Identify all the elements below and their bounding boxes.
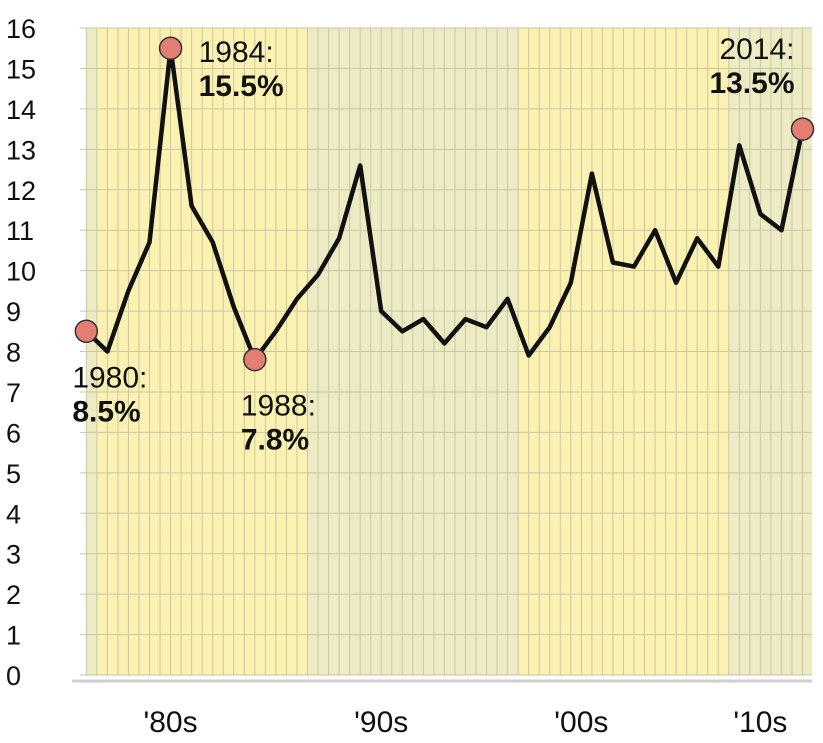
annotation-year: 1980: xyxy=(72,361,147,394)
annotation-value: 7.8% xyxy=(241,424,309,457)
y-tick-label: 10 xyxy=(6,257,36,287)
y-tick-label: 2 xyxy=(6,580,21,610)
y-tick-label: 4 xyxy=(6,499,21,529)
annotations: 1980:8.5% 1984:15.5% 1988:7.8% 2014:13.5% xyxy=(72,33,794,456)
x-tick-label: '10s xyxy=(733,706,787,739)
x-tick-label: '90s xyxy=(354,706,408,739)
y-tick-label: 3 xyxy=(6,540,21,570)
y-tick-label: 12 xyxy=(6,176,36,206)
annotation-year: 2014: xyxy=(719,33,794,66)
annotation-value: 8.5% xyxy=(72,395,140,428)
highlight-marker xyxy=(74,319,99,344)
x-axis: '80s '90s '00s '10s xyxy=(144,706,788,739)
annotation-year: 1988: xyxy=(241,390,316,423)
y-tick-label: 8 xyxy=(6,338,21,368)
y-tick-label: 1 xyxy=(6,621,21,651)
y-tick-label: 7 xyxy=(6,378,21,408)
annotation-year: 1984: xyxy=(199,36,274,69)
highlight-marker xyxy=(790,117,815,141)
grid-lines xyxy=(72,27,812,683)
series-lines xyxy=(84,45,805,362)
y-tick-label: 6 xyxy=(6,418,21,448)
y-tick-label: 15 xyxy=(6,54,36,84)
series-line xyxy=(84,45,805,362)
annotation-value: 15.5% xyxy=(199,70,284,103)
y-tick-label: 9 xyxy=(6,297,21,327)
y-tick-label: 5 xyxy=(6,459,21,489)
highlight-marker xyxy=(243,347,267,372)
x-tick-label: '80s xyxy=(144,706,198,739)
x-tick-label: '00s xyxy=(554,706,608,739)
annotation-value: 13.5% xyxy=(709,67,794,100)
highlight-marker xyxy=(158,36,183,60)
y-tick-label: 11 xyxy=(6,216,34,246)
y-tick-label: 0 xyxy=(6,661,21,691)
highlight-markers xyxy=(74,36,815,372)
y-tick-label: 13 xyxy=(6,135,36,165)
y-tick-label: 14 xyxy=(6,95,36,125)
y-tick-label: 16 xyxy=(6,14,36,44)
